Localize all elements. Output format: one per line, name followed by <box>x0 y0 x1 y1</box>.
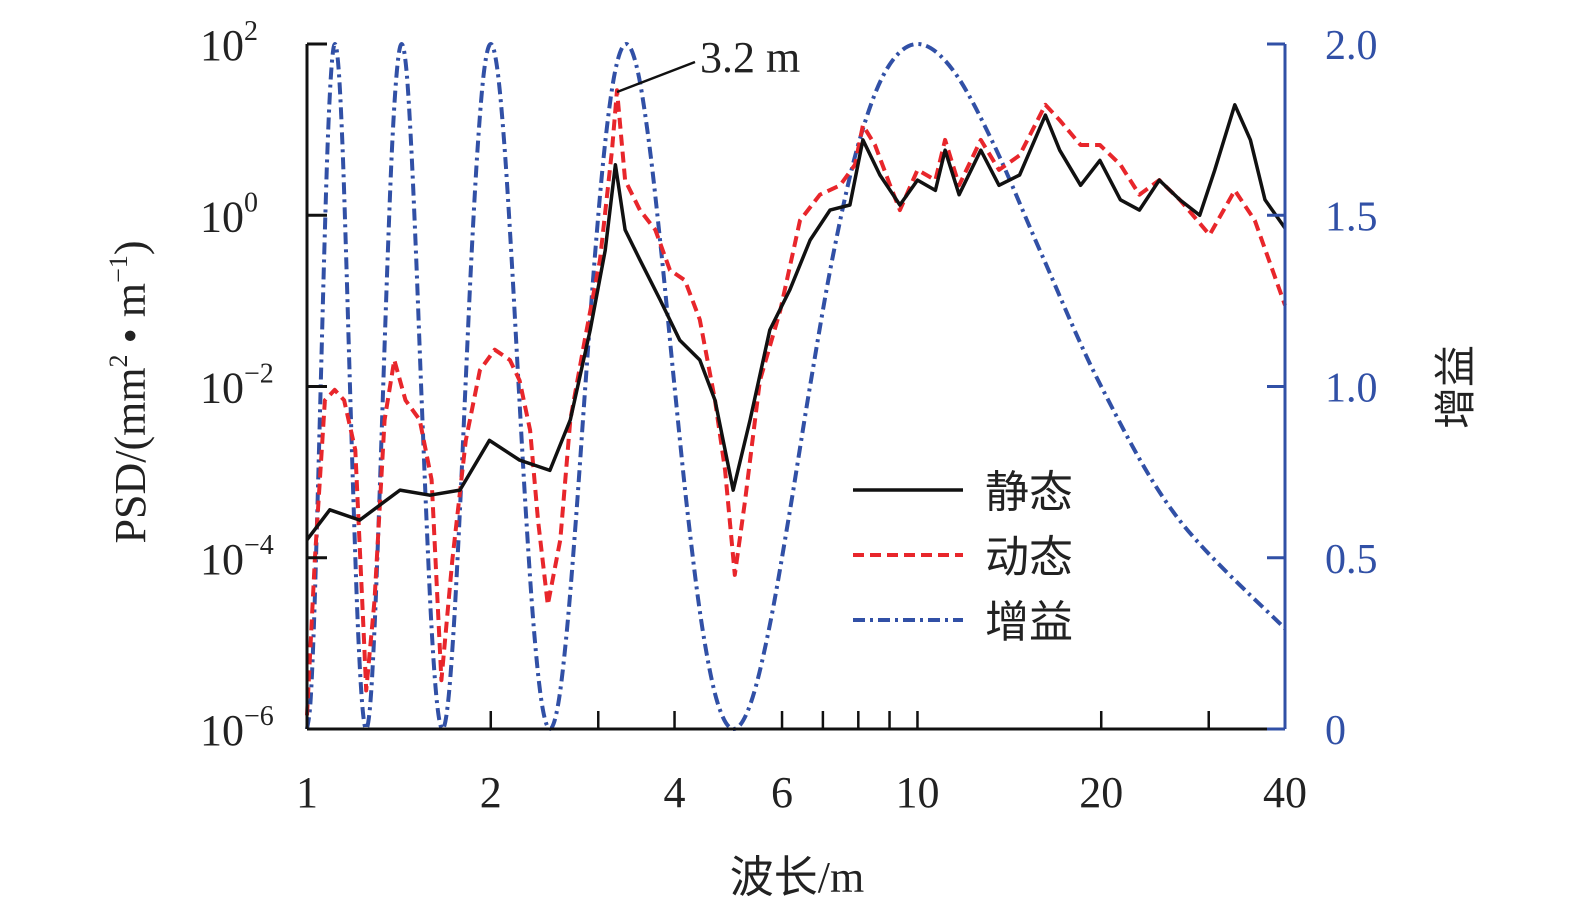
series-line-gain <box>305 42 1287 731</box>
y-tick-label: 10−6 <box>200 701 274 755</box>
y2-tick-label: 1.5 <box>1325 194 1378 240</box>
y2-tick-label: 2.0 <box>1325 23 1378 69</box>
legend-label: 静态 <box>985 468 1073 517</box>
y-label-sup2: −1 <box>104 255 133 283</box>
y-tick-base: 10 <box>200 21 244 70</box>
x-tick-label: 10 <box>895 768 939 817</box>
y-label-suffix: ) <box>106 240 155 255</box>
x-tick-label: 20 <box>1079 768 1123 817</box>
y-label-mid: • m <box>106 283 155 355</box>
annotation-leader-line <box>616 60 696 94</box>
x-tick-label: 2 <box>480 768 502 817</box>
y2-tick-label: 0 <box>1325 708 1346 754</box>
y-tick-exponent: −2 <box>244 359 274 390</box>
x-tick-label: 40 <box>1263 768 1307 817</box>
y2-axis-label: 增益 <box>1434 345 1480 429</box>
series-layer <box>305 42 1287 731</box>
y-tick-base: 10 <box>200 364 244 413</box>
y-tick-label: 10−4 <box>200 530 274 584</box>
y-tick-exponent: 0 <box>244 187 258 218</box>
y2-tick-label: 0.5 <box>1325 537 1378 583</box>
x-tick-label: 1 <box>296 768 318 817</box>
series-line-static <box>305 103 1287 541</box>
y2-tick-label: 1.0 <box>1325 366 1378 412</box>
y-tick-exponent: −6 <box>244 701 274 732</box>
y-tick-exponent: 2 <box>244 16 258 47</box>
y-tick-label: 10−2 <box>200 359 274 413</box>
annotation-label: 3.2 m <box>700 33 800 82</box>
x-tick-label: 4 <box>664 768 686 817</box>
y-label-sup1: 2 <box>104 354 133 367</box>
legend-label: 增益 <box>985 598 1073 647</box>
y-tick-label: 102 <box>200 16 258 70</box>
y-tick-base: 10 <box>200 192 244 241</box>
y-tick-label: 100 <box>200 187 258 241</box>
y-axis-label: PSD/(mm2 • m−1) <box>104 240 155 543</box>
x-axis-label: 波长/m <box>730 853 864 902</box>
x-tick-label: 6 <box>771 768 793 817</box>
y-tick-base: 10 <box>200 706 244 755</box>
y-label-prefix: PSD/(mm <box>106 367 155 543</box>
y-tick-base: 10 <box>200 535 244 584</box>
legend-label: 动态 <box>985 533 1073 582</box>
y-tick-exponent: −4 <box>244 530 274 561</box>
